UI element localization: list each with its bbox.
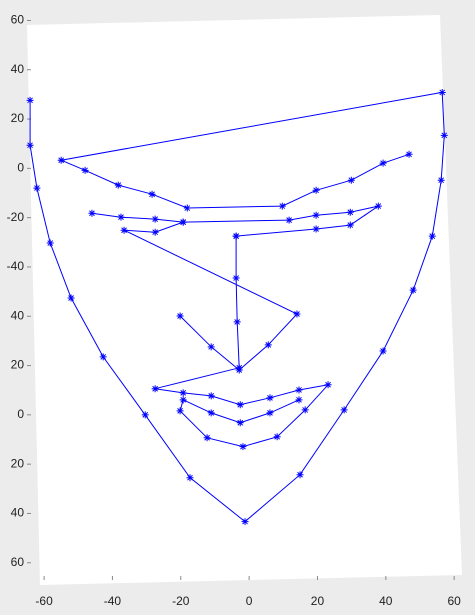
marker — [141, 411, 149, 419]
marker — [379, 159, 387, 167]
y-tick-label: -40 — [7, 259, 25, 273]
x-tick-label: -20 — [172, 594, 190, 608]
marker — [57, 156, 65, 164]
marker — [151, 228, 159, 236]
marker — [186, 474, 194, 482]
marker — [148, 190, 156, 198]
marker — [67, 294, 75, 302]
marker — [207, 392, 215, 400]
marker — [114, 181, 122, 189]
marker — [236, 419, 244, 427]
marker — [33, 184, 41, 192]
marker — [88, 209, 96, 217]
marker — [347, 176, 355, 184]
marker — [346, 221, 354, 229]
x-tick-label: 0 — [246, 594, 253, 608]
marker — [176, 407, 184, 415]
marker — [264, 341, 272, 349]
marker — [235, 364, 243, 372]
marker — [183, 204, 191, 212]
y-tick-label: 40 — [11, 308, 25, 322]
marker — [278, 202, 286, 210]
marker — [295, 386, 303, 394]
y-tick-label: 0 — [17, 407, 24, 421]
marker — [207, 409, 215, 417]
y-tick-label: 20 — [11, 456, 25, 470]
marker — [232, 274, 240, 282]
marker — [26, 141, 34, 149]
marker — [239, 443, 247, 451]
marker — [266, 409, 274, 417]
marker — [312, 211, 320, 219]
marker — [207, 343, 215, 351]
y-tick-label: 60 — [11, 13, 25, 27]
marker — [405, 150, 413, 158]
y-tick-label: 40 — [11, 506, 25, 520]
y-tick-label: 0 — [17, 161, 24, 175]
marker — [312, 225, 320, 233]
marker — [379, 347, 387, 355]
marker — [266, 394, 274, 402]
x-tick-label: 40 — [379, 594, 393, 608]
marker — [236, 401, 244, 409]
marker — [176, 312, 184, 320]
marker — [120, 226, 128, 234]
marker — [232, 232, 240, 240]
marker — [437, 176, 445, 184]
marker — [374, 202, 382, 210]
marker — [296, 471, 304, 479]
y-tick-label: 60 — [11, 555, 25, 569]
marker — [81, 166, 89, 174]
marker — [179, 389, 187, 397]
marker — [179, 218, 187, 226]
marker — [340, 406, 348, 414]
marker — [46, 239, 54, 247]
plot-area — [27, 15, 462, 585]
marker — [324, 381, 332, 389]
marker — [151, 385, 159, 393]
marker — [440, 131, 448, 139]
marker — [203, 434, 211, 442]
marker — [301, 406, 309, 414]
marker — [179, 396, 187, 404]
marker — [293, 310, 301, 318]
marker — [99, 353, 107, 361]
x-tick-label: -60 — [35, 594, 53, 608]
x-tick-label: -40 — [104, 594, 122, 608]
y-tick-label: 20 — [11, 358, 25, 372]
marker — [151, 215, 159, 223]
marker — [312, 186, 320, 194]
marker — [26, 96, 34, 104]
marker — [241, 518, 249, 526]
y-tick-label: 40 — [11, 62, 25, 76]
marker — [117, 213, 125, 221]
y-tick-label: 20 — [11, 111, 25, 125]
marker — [346, 208, 354, 216]
x-tick-label: 20 — [311, 594, 325, 608]
marker — [295, 396, 303, 404]
marker — [273, 433, 281, 441]
y-tick-label: -20 — [7, 210, 25, 224]
marker — [409, 286, 417, 294]
x-tick-label: 60 — [447, 594, 461, 608]
marker — [428, 232, 436, 240]
marker — [285, 216, 293, 224]
marker — [233, 318, 241, 326]
marker — [438, 88, 446, 96]
